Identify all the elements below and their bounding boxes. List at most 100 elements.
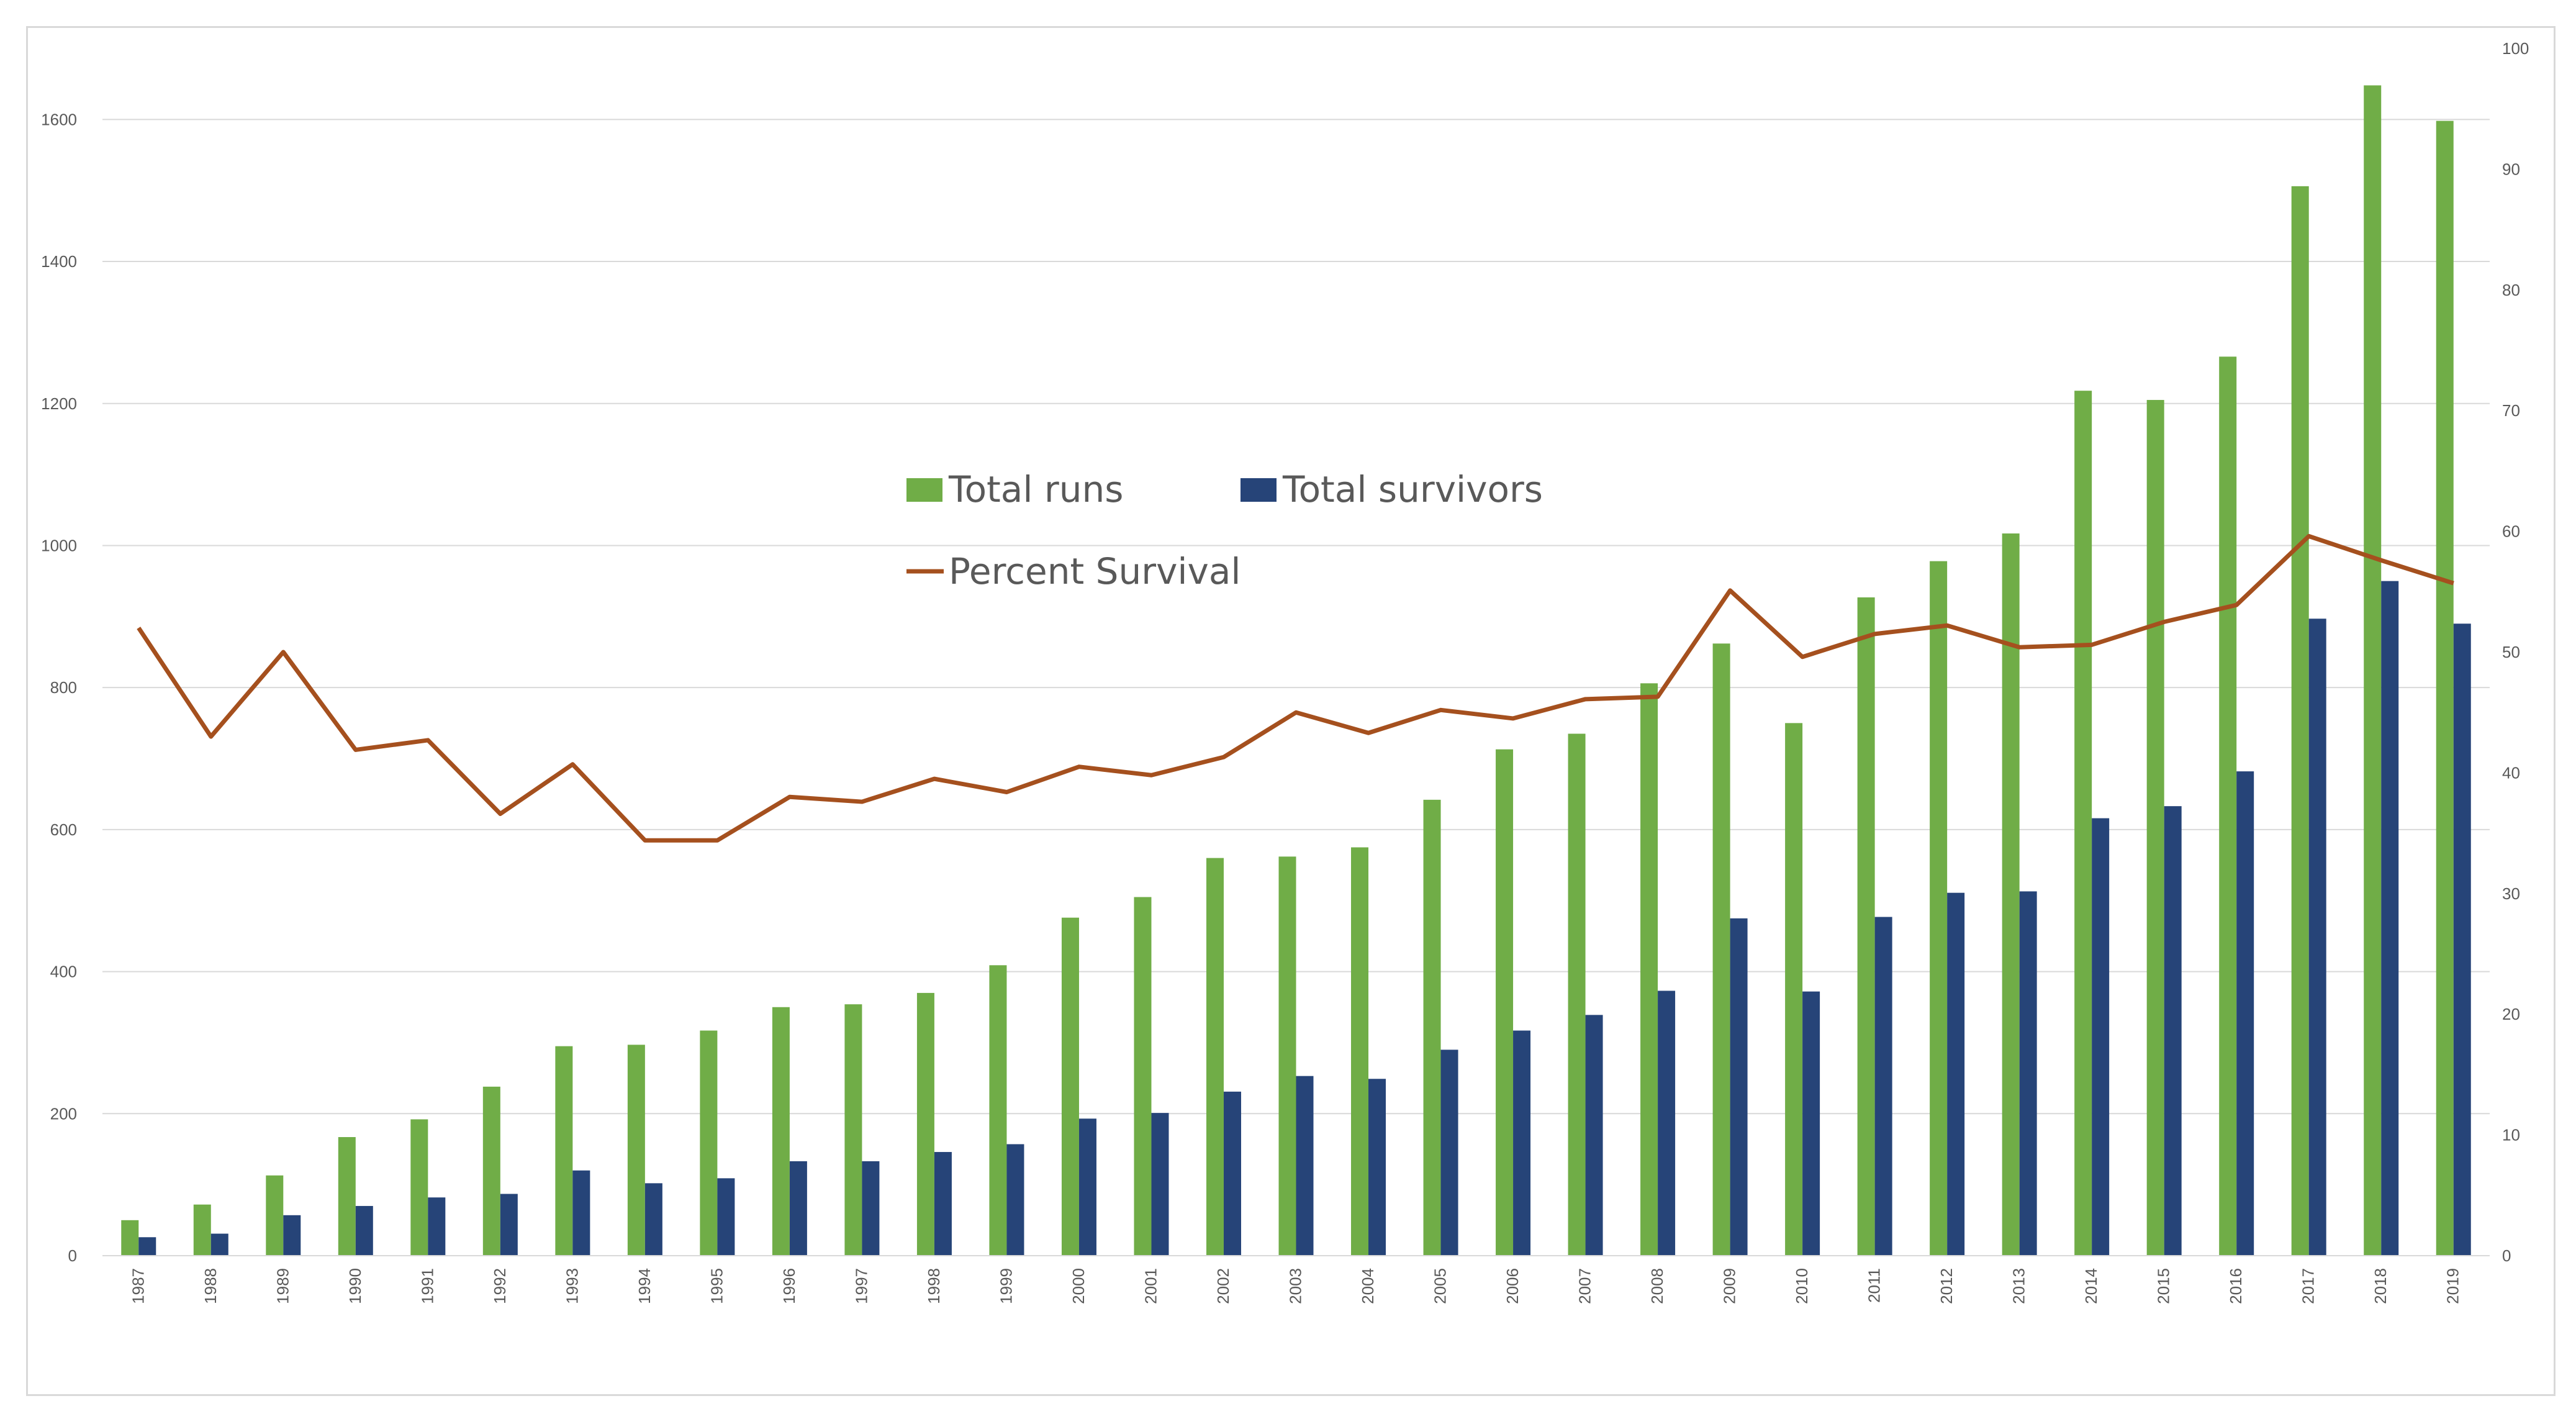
x-tick-label: 2016 xyxy=(2226,1268,2245,1304)
y-left-tick-label: 1600 xyxy=(41,110,77,129)
bar-total-runs xyxy=(338,1137,356,1256)
x-tick-label: 1998 xyxy=(924,1268,943,1304)
bar-total-runs xyxy=(1568,733,1586,1256)
bar-total-runs xyxy=(193,1204,211,1256)
bar-total-survivors xyxy=(644,1183,662,1256)
bar-total-survivors xyxy=(1802,991,1820,1256)
bar-total-runs xyxy=(410,1119,428,1256)
bar-total-survivors xyxy=(2236,771,2254,1256)
y-right-tick-label: 0 xyxy=(2502,1246,2511,1265)
bar-total-survivors xyxy=(1151,1113,1169,1256)
y-right-tick-label: 80 xyxy=(2502,281,2520,299)
legend: Total runs Total survivors Percent Survi… xyxy=(906,468,1543,592)
x-tick-label: 2018 xyxy=(2371,1268,2390,1304)
bar-total-runs xyxy=(1278,856,1296,1256)
x-tick-label: 1992 xyxy=(490,1268,509,1304)
bar-total-survivors xyxy=(717,1178,735,1256)
bar-total-survivors xyxy=(789,1161,807,1256)
bar-total-survivors xyxy=(1658,991,1676,1256)
x-tick-label: 1999 xyxy=(997,1268,1015,1304)
bar-total-survivors xyxy=(1874,917,1892,1256)
bar-total-survivors xyxy=(1440,1050,1458,1256)
bar-total-survivors xyxy=(1223,1091,1241,1256)
y-left-tick-label: 0 xyxy=(68,1246,77,1265)
bar-total-survivors xyxy=(2092,818,2110,1256)
y-right-tick-label: 20 xyxy=(2502,1005,2520,1023)
bar-total-survivors xyxy=(1947,892,1965,1256)
legend-label-total-runs: Total runs xyxy=(948,468,1123,510)
x-tick-label: 2007 xyxy=(1576,1268,1594,1304)
x-tick-label: 1991 xyxy=(418,1268,436,1304)
legend-label-percent-survival: Percent Survival xyxy=(949,550,1241,592)
y-left-tick-label: 200 xyxy=(50,1104,77,1123)
bar-total-runs xyxy=(2291,186,2309,1256)
bar-total-survivors xyxy=(1078,1118,1096,1256)
bar-total-survivors xyxy=(138,1237,156,1256)
x-tick-label: 1996 xyxy=(780,1268,798,1304)
bar-total-runs xyxy=(1857,597,1875,1256)
bar-total-runs xyxy=(2074,391,2092,1256)
bar-total-runs xyxy=(2219,356,2237,1256)
bar-total-survivors xyxy=(283,1215,301,1256)
x-tick-label: 1990 xyxy=(346,1268,364,1304)
bars-group xyxy=(121,85,2471,1256)
y-axis-right-ticks: 0 10 20 30 40 50 60 70 80 90 100 xyxy=(2502,39,2529,1265)
x-tick-label: 2010 xyxy=(1792,1268,1811,1304)
y-left-tick-label: 1200 xyxy=(41,394,77,413)
y-right-tick-label: 50 xyxy=(2502,643,2520,661)
bar-total-runs xyxy=(1134,897,1152,1256)
x-tick-label: 2006 xyxy=(1503,1268,1522,1304)
x-tick-label: 2015 xyxy=(2154,1268,2173,1304)
x-tick-label: 1987 xyxy=(129,1268,147,1304)
bar-total-runs xyxy=(1423,799,1441,1256)
x-tick-label: 2013 xyxy=(2010,1268,2028,1304)
x-tick-label: 2004 xyxy=(1358,1268,1377,1304)
bar-total-survivors xyxy=(2019,891,2037,1256)
bar-total-survivors xyxy=(428,1197,446,1256)
bar-total-runs xyxy=(266,1175,284,1256)
x-tick-label: 1989 xyxy=(273,1268,292,1304)
bar-total-runs xyxy=(1640,683,1658,1256)
x-tick-label: 2017 xyxy=(2299,1268,2318,1304)
bar-total-survivors xyxy=(500,1194,518,1256)
percent-survival-line xyxy=(137,533,2454,843)
x-tick-label: 2019 xyxy=(2444,1268,2462,1304)
bar-total-survivors xyxy=(1296,1076,1314,1256)
bar-total-runs xyxy=(2146,400,2164,1256)
bar-total-runs xyxy=(2364,85,2382,1256)
bar-total-runs xyxy=(1061,917,1079,1256)
y-right-tick-label: 30 xyxy=(2502,884,2520,903)
y-right-tick-label: 100 xyxy=(2502,39,2529,58)
x-tick-label: 2003 xyxy=(1286,1268,1305,1304)
y-right-tick-label: 60 xyxy=(2502,522,2520,541)
y-left-tick-label: 600 xyxy=(50,820,77,839)
x-tick-label: 2000 xyxy=(1069,1268,1088,1304)
bar-total-runs xyxy=(121,1220,139,1256)
x-tick-label: 1995 xyxy=(707,1268,726,1304)
y-right-tick-label: 90 xyxy=(2502,160,2520,178)
bar-total-survivors xyxy=(2164,806,2182,1256)
bar-total-survivors xyxy=(862,1161,880,1256)
legend-swatch-total-runs xyxy=(906,478,942,502)
y-right-tick-label: 10 xyxy=(2502,1126,2520,1145)
bar-total-runs xyxy=(1496,749,1514,1256)
bar-total-runs xyxy=(555,1046,573,1256)
y-left-tick-label: 1400 xyxy=(41,252,77,271)
bar-total-runs xyxy=(1785,723,1803,1256)
x-axis-ticks: 1987 1988 1989 1990 1991 1992 1993 1994 1995 1996… xyxy=(129,1268,2462,1304)
bar-total-survivors xyxy=(572,1170,590,1256)
bar-total-runs xyxy=(1206,858,1224,1256)
bar-total-runs xyxy=(627,1045,645,1256)
bar-total-survivors xyxy=(355,1205,373,1256)
bar-total-runs xyxy=(989,965,1007,1256)
y-axis-left-ticks: 0 200 400 600 800 1000 1200 1400 1600 xyxy=(41,110,77,1265)
bar-total-survivors xyxy=(2381,581,2399,1256)
bar-total-survivors xyxy=(1730,918,1748,1256)
x-tick-label: 2001 xyxy=(1141,1268,1160,1304)
y-right-tick-label: 70 xyxy=(2502,401,2520,420)
bar-total-runs xyxy=(1712,643,1730,1256)
bar-total-survivors xyxy=(1513,1030,1531,1256)
x-tick-label: 2014 xyxy=(2082,1268,2100,1304)
bar-total-runs xyxy=(2436,120,2454,1256)
